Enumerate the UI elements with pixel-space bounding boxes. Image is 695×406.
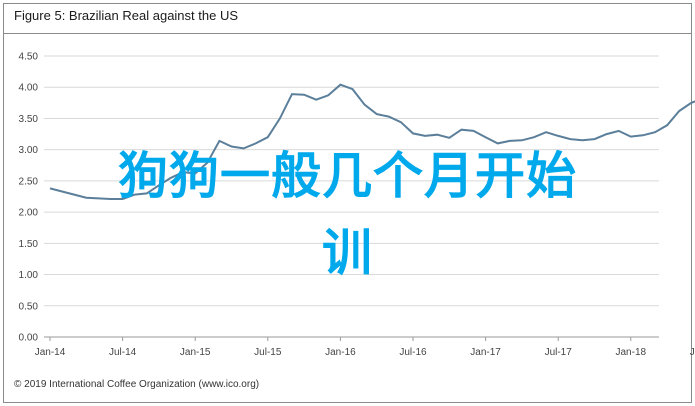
y-tick-label: 2.00 <box>19 208 39 219</box>
x-tick-label: Jan-17 <box>470 347 501 358</box>
x-tick-label: Jul-18 <box>690 347 695 358</box>
x-tick-label: Jul-17 <box>545 347 573 358</box>
x-tick-label: Jul-15 <box>254 347 282 358</box>
gridlines <box>44 55 659 338</box>
y-tick-label: 0.50 <box>19 301 39 312</box>
y-tick-label: 0.00 <box>19 333 39 344</box>
x-tick-label: Jan-18 <box>616 347 647 358</box>
y-tick-label: 2.50 <box>19 176 39 187</box>
y-tick-labels: 0.00 0.50 1.00 1.50 2.00 2.50 3.00 3.50 4.00 4.50 <box>19 52 39 344</box>
y-tick-label: 4.50 <box>19 52 39 63</box>
copyright-footer: © 2019 International Coffee Organization… <box>14 379 260 390</box>
figure-frame <box>3 3 692 403</box>
y-tick-label: 3.00 <box>19 145 39 156</box>
overlay-text-line-1: 狗狗一般几个月开始 <box>118 147 577 205</box>
y-tick-label: 4.00 <box>19 83 39 94</box>
x-tick-label: Jul-14 <box>109 347 137 358</box>
x-tick-label: Jan-15 <box>180 347 211 358</box>
x-tick-label: Jan-14 <box>35 347 66 358</box>
y-tick-label: 1.00 <box>19 270 39 281</box>
chart-title: Figure 5: Brazilian Real against the US <box>14 8 239 23</box>
x-tick-label: Jul-16 <box>399 347 427 358</box>
x-tick-label: Jan-16 <box>325 347 356 358</box>
overlay-text-line-2: 训 <box>322 224 373 282</box>
x-tick-labels: Jan-14 Jul-14 Jan-15 Jul-15 Jan-16 Jul-16 Jan-… <box>35 337 695 358</box>
series-line <box>49 83 695 200</box>
title-divider <box>3 33 692 34</box>
y-tick-label: 3.50 <box>19 114 39 125</box>
y-tick-label: 1.50 <box>19 239 39 250</box>
